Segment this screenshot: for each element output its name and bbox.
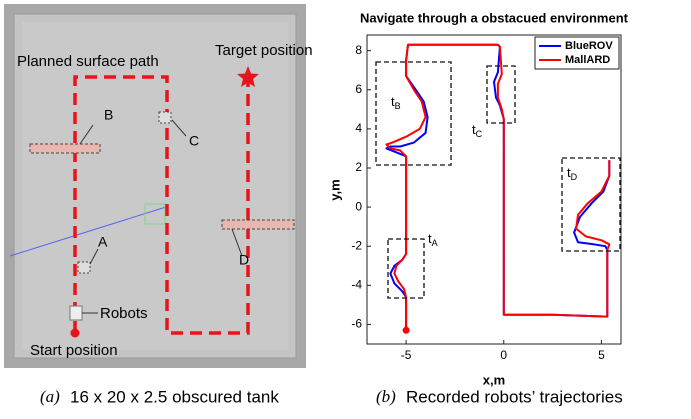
y-axis-label: y,m (327, 179, 342, 200)
label: B (104, 107, 113, 123)
label: C (189, 133, 199, 149)
annotation-sub: B (395, 101, 401, 111)
obstacle-b (30, 144, 100, 153)
y-tick-label: 8 (355, 43, 362, 57)
label: Start position (30, 342, 118, 359)
annotation-sub: C (476, 129, 483, 139)
x-tick-label: 5 (598, 348, 605, 362)
caption: Recorded robots’ trajectories (406, 387, 623, 406)
label: A (98, 234, 108, 250)
annotation-sub: A (432, 238, 438, 248)
y-tick-label: 4 (355, 121, 362, 135)
tank-image: Planned surface path Target position B C… (4, 4, 313, 368)
caption: 16 x 20 x 2.5 obscured tank (70, 387, 279, 406)
label: Target position (215, 42, 313, 59)
y-tick-label: 0 (355, 199, 362, 213)
y-tick-label: -4 (351, 278, 362, 292)
x-axis-label: x,m (483, 372, 505, 387)
start-dot (71, 329, 80, 338)
figure: Planned surface path Target position B C… (0, 0, 691, 414)
obstacle-c (159, 112, 171, 123)
label: Robots (100, 305, 148, 322)
y-tick-label: -2 (351, 238, 362, 252)
start-dot (403, 327, 410, 334)
legend-label: MallARD (565, 54, 610, 66)
y-tick-label: -6 (351, 317, 362, 331)
chart-title: Navigate through a obstacued environment (360, 10, 629, 25)
x-tick-label: 0 (500, 348, 507, 362)
obstacle-d (222, 220, 294, 229)
label: Planned surface path (17, 53, 159, 70)
legend-label: BlueROV (565, 40, 613, 52)
caption-letter: (b) (376, 387, 396, 406)
annotation-sub: D (571, 172, 578, 182)
y-tick-label: 6 (355, 82, 362, 96)
obstacle-a (78, 262, 90, 273)
label: D (239, 252, 249, 268)
caption-letter: (a) (40, 387, 60, 406)
robots (70, 306, 82, 320)
y-tick-label: 2 (355, 160, 362, 174)
x-tick-label: -5 (401, 348, 412, 362)
